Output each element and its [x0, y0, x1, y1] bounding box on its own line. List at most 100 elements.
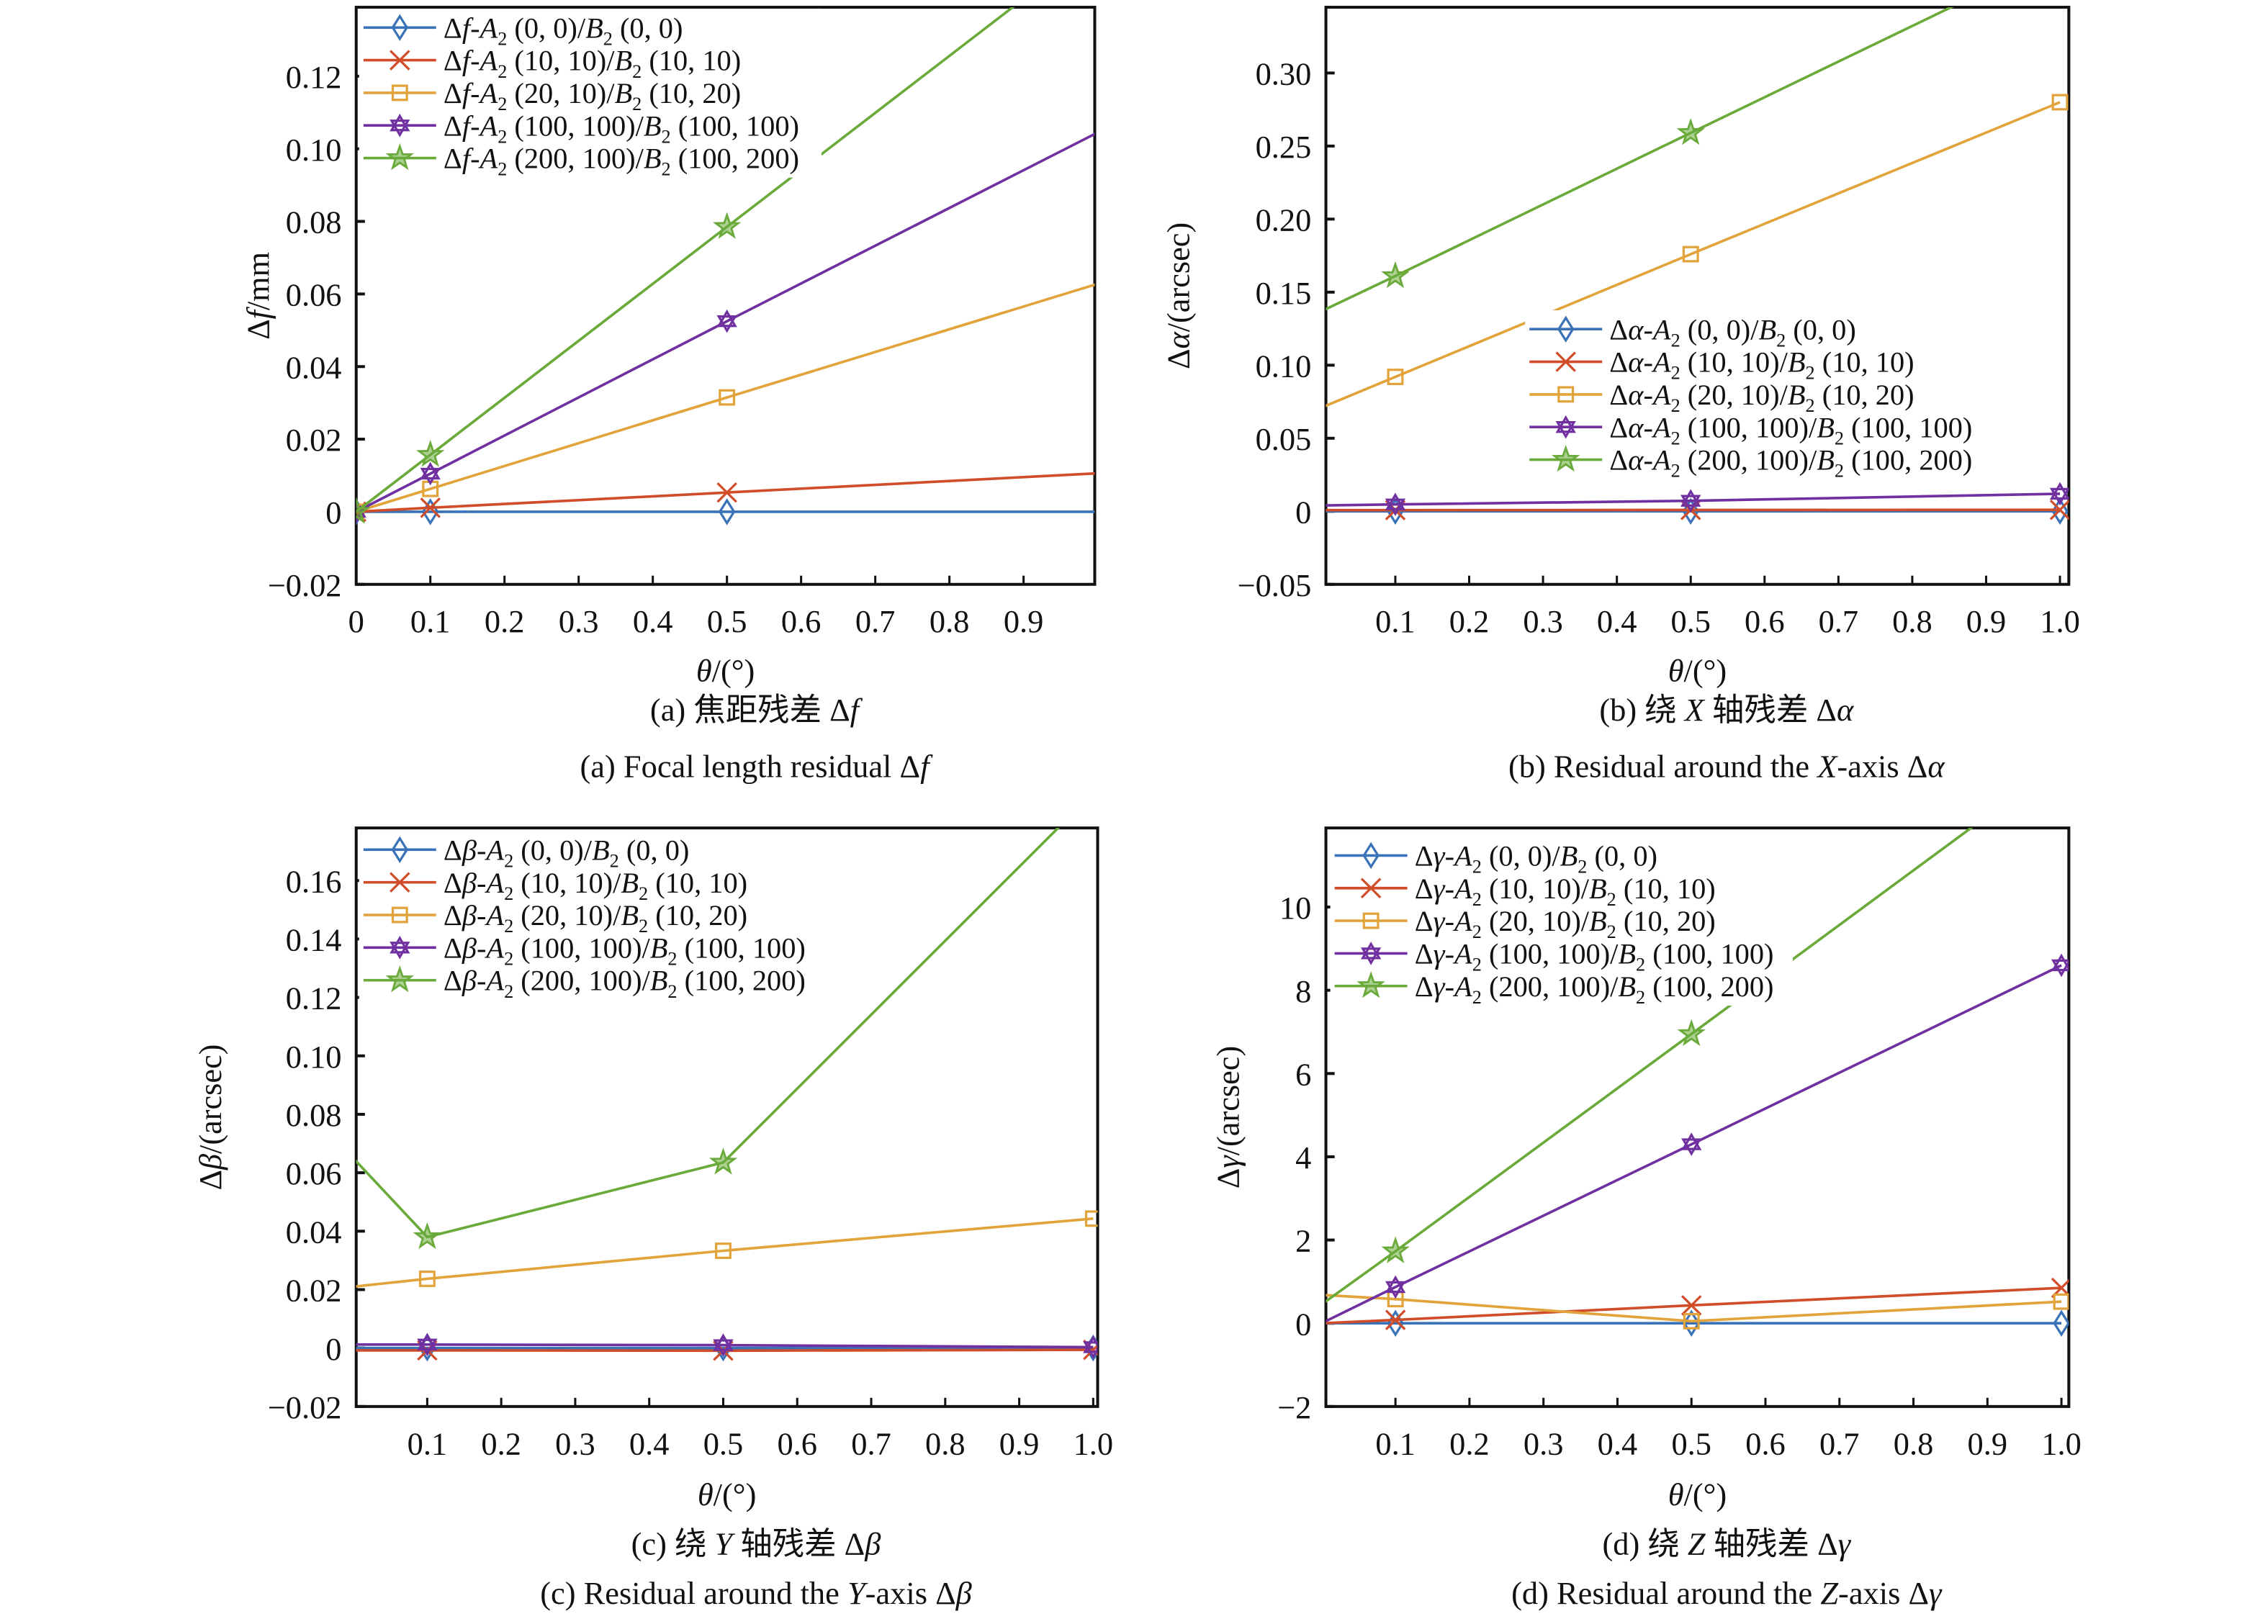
- x-tick-label: 0.3: [1523, 603, 1563, 639]
- legend-label: Δγ-A2 (0, 0)/B2 (0, 0): [1415, 840, 1657, 878]
- series-line-3: [1326, 1294, 2062, 1323]
- data-point-marker-hexagram: [1083, 1335, 1098, 1359]
- y-tick-label: 0.14: [286, 922, 342, 958]
- legend-item: Δγ-A2 (10, 10)/B2 (10, 10): [1334, 872, 1716, 910]
- data-point-marker-hexagram: [1681, 1132, 1702, 1156]
- legend-label: Δβ-A2 (100, 100)/B2 (100, 100): [444, 931, 806, 969]
- x-tick-label: 0.6: [781, 603, 822, 639]
- legend-marker-square-icon: [391, 84, 408, 102]
- legend-marker-pentagram-icon: [385, 143, 414, 171]
- legend-item: Δα-A2 (200, 100)/B2 (100, 200): [1529, 444, 1972, 482]
- data-point-marker-square: [715, 1242, 732, 1259]
- legend: Δγ-A2 (0, 0)/B2 (0, 0)Δγ-A2 (10, 10)/B2 …: [1330, 836, 1793, 1008]
- x-tick-label: 0.4: [1597, 603, 1637, 639]
- legend-marker-x-icon: [390, 872, 410, 893]
- y-tick-label: 0.10: [286, 132, 342, 168]
- legend-item: Δα-A2 (0, 0)/B2 (0, 0): [1529, 313, 1856, 351]
- legend-marker-diamond-icon: [391, 836, 409, 864]
- x-tick-label: 1.0: [2041, 1425, 2082, 1461]
- legend-background: [359, 831, 822, 1000]
- legend-item: Δβ-A2 (200, 100)/B2 (100, 200): [363, 965, 806, 1002]
- legend-item: Δβ-A2 (100, 100)/B2 (100, 100): [363, 931, 806, 969]
- y-tick-label: 0.12: [286, 980, 342, 1016]
- data-point-marker-diamond: [1683, 1309, 1700, 1337]
- plot-series-group: [356, 7, 1095, 525]
- legend-marker-x-icon: [1360, 878, 1382, 898]
- x-tick-label: 0.7: [855, 603, 896, 639]
- caption-chinese: (d) 绕 Z 轴残差 Δγ: [1603, 1525, 1852, 1561]
- legend-background: [359, 9, 822, 178]
- data-point-marker-pentagram: [356, 497, 371, 524]
- caption-chinese: (c) 绕 Y 轴残差 Δβ: [631, 1525, 882, 1561]
- x-tick-label: 1.0: [1074, 1425, 1114, 1461]
- x-tick-label: 1.0: [2040, 603, 2080, 639]
- y-axis-title: Δα/(arcsec): [1161, 222, 1197, 369]
- x-tick-label: 0.8: [1892, 603, 1932, 639]
- plot-area-frame: [1324, 6, 2071, 586]
- x-axis-title: θ/(°): [696, 653, 755, 689]
- y-tick-label: −2: [1277, 1389, 1311, 1425]
- legend-label: Δγ-A2 (10, 10)/B2 (10, 10): [1415, 872, 1716, 910]
- data-point-marker-hexagram: [1385, 492, 1406, 517]
- legend-item: Δf-A2 (0, 0)/B2 (0, 0): [363, 12, 683, 49]
- caption-english: (b) Residual around the X-axis Δα: [1508, 749, 1945, 785]
- plot-area-frame: [354, 6, 1097, 586]
- legend-label: Δα-A2 (200, 100)/B2 (100, 200): [1609, 444, 1972, 482]
- x-tick-label: 0.6: [1745, 1425, 1786, 1461]
- legend-marker-diamond-icon: [1362, 842, 1380, 870]
- x-tick-label: 0.6: [1745, 603, 1785, 639]
- data-point-marker-pentagram: [1677, 1019, 1706, 1047]
- series-line-4: [1326, 964, 2062, 1323]
- legend-marker-diamond-icon: [1557, 315, 1575, 343]
- data-point-marker-pentagram: [708, 1147, 738, 1175]
- data-point-marker-pentagram: [1676, 117, 1705, 145]
- data-point-marker-square: [418, 1271, 436, 1287]
- x-tick-label: 0.3: [555, 1425, 595, 1461]
- legend-marker-hexagram-icon: [390, 936, 410, 960]
- x-tick-label: 0.2: [481, 1425, 521, 1461]
- x-tick-label: 0.1: [1375, 1425, 1416, 1461]
- y-tick-label: 0.15: [1256, 275, 1312, 311]
- x-tick-label: 0.4: [633, 603, 673, 639]
- legend-marker-hexagram-icon: [1360, 942, 1382, 965]
- y-tick-label: 0.04: [286, 1214, 342, 1250]
- legend-label: Δf-A2 (10, 10)/B2 (10, 10): [444, 45, 741, 82]
- y-tick-label: −0.05: [1238, 567, 1312, 603]
- legend-label: Δγ-A2 (100, 100)/B2 (100, 100): [1415, 938, 1774, 975]
- legend-item: Δγ-A2 (0, 0)/B2 (0, 0): [1334, 840, 1657, 878]
- legend-item: Δf-A2 (100, 100)/B2 (100, 100): [363, 109, 799, 147]
- y-tick-label: 0.12: [286, 59, 342, 95]
- y-tick-label: 10: [1279, 890, 1311, 926]
- legend-item: Δγ-A2 (20, 10)/B2 (10, 20): [1334, 905, 1716, 942]
- series-line-5: [356, 828, 1061, 1239]
- data-point-marker-x: [1385, 1309, 1406, 1330]
- data-point-marker-x: [1680, 1295, 1702, 1316]
- x-tick-label: 0.5: [1671, 1425, 1711, 1461]
- y-axis-title: Δγ/(arcsec): [1210, 1046, 1246, 1188]
- legend-marker-pentagram-icon: [1356, 971, 1385, 998]
- y-tick-label: 0.06: [286, 277, 342, 313]
- legend-item: Δα-A2 (10, 10)/B2 (10, 10): [1529, 346, 1914, 384]
- x-tick-label: 0.7: [1819, 1425, 1860, 1461]
- x-tick-label: 0.5: [1670, 603, 1711, 639]
- x-tick-label: 0.9: [999, 1425, 1040, 1461]
- data-point-marker-hexagram: [2051, 953, 2069, 978]
- data-point-marker-hexagram: [1385, 1275, 1406, 1299]
- legend-marker-pentagram-icon: [1552, 444, 1580, 472]
- x-tick-label: 0.1: [1375, 603, 1416, 639]
- x-tick-label: 0.3: [1524, 1425, 1564, 1461]
- data-point-marker-diamond: [2051, 497, 2069, 525]
- series-line-4: [356, 1343, 1094, 1349]
- legend-item: Δβ-A2 (0, 0)/B2 (0, 0): [363, 834, 689, 872]
- caption-english: (d) Residual around the Z-axis Δγ: [1511, 1575, 1943, 1611]
- y-tick-label: 0.05: [1256, 421, 1312, 457]
- data-point-marker-pentagram: [416, 440, 445, 467]
- y-tick-label: 0.06: [286, 1155, 342, 1191]
- x-tick-label: 0.5: [703, 1425, 744, 1461]
- data-point-marker-hexagram: [417, 1332, 438, 1357]
- x-tick-label: 0.2: [1449, 1425, 1490, 1461]
- legend-item: Δf-A2 (20, 10)/B2 (10, 20): [363, 77, 741, 114]
- caption-chinese: (a) 焦距残差 Δf: [650, 692, 863, 728]
- y-tick-label: 0.20: [1256, 202, 1312, 238]
